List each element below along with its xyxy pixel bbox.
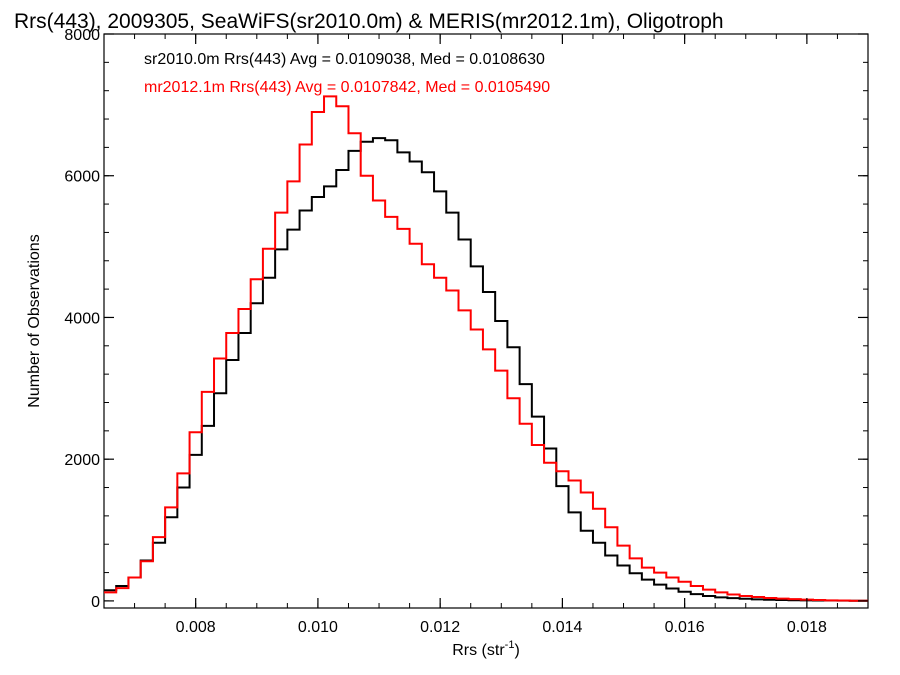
x-tick-label: 0.018: [787, 619, 827, 636]
x-axis-title-suffix: ): [514, 642, 519, 659]
x-tick-label: 0.016: [665, 619, 705, 636]
x-axis-title-superscript: -1: [505, 639, 515, 651]
x-axis-title-text: Rrs (str: [452, 642, 505, 659]
legend: sr2010.0m Rrs(443) Avg = 0.0109038, Med …: [144, 51, 550, 96]
y-tick-label: 2000: [64, 452, 100, 469]
chart-title: Rrs(443), 2009305, SeaWiFS(sr2010.0m) & …: [14, 10, 724, 33]
y-tick-label: 6000: [64, 169, 100, 186]
legend-entry-mr2012: mr2012.1m Rrs(443) Avg = 0.0107842, Med …: [144, 79, 550, 96]
plot-frame: [103, 33, 869, 609]
y-tick-label: 4000: [64, 310, 100, 327]
x-axis-title: Rrs (str-1): [452, 639, 520, 659]
y-axis-title: Number of Observations: [26, 234, 43, 407]
legend-entry-sr2010: sr2010.0m Rrs(443) Avg = 0.0109038, Med …: [144, 51, 545, 68]
x-tick-label: 0.014: [542, 619, 582, 636]
x-tick-label: 0.008: [176, 619, 216, 636]
y-tick-label: 0: [91, 594, 100, 611]
x-tick-label: 0.012: [420, 619, 460, 636]
series-line-sr2010: [104, 137, 868, 602]
plot-area: [103, 33, 869, 609]
series-line-mr2012: [104, 95, 868, 602]
y-tick-label: 8000: [64, 27, 100, 44]
x-axis: 0.008 0.010 0.012 0.014 0.016 0.018: [103, 34, 869, 636]
y-axis: 0 2000 4000 6000 8000: [64, 27, 868, 611]
x-tick-label: 0.010: [298, 619, 338, 636]
series-layer: [104, 95, 868, 602]
